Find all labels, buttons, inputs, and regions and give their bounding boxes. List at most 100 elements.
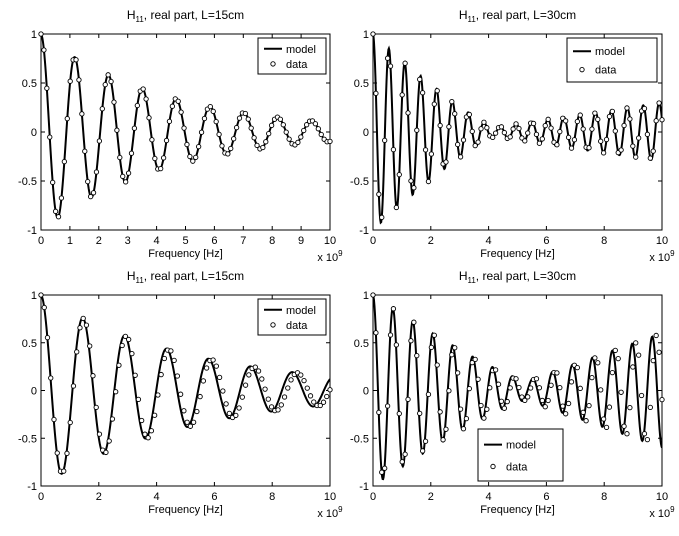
- y-tick-label: -0.5: [18, 176, 37, 188]
- data-point: [233, 124, 240, 131]
- x-tick-label: 4: [154, 491, 160, 503]
- data-point: [301, 377, 307, 384]
- data-point: [636, 135, 642, 141]
- data-point: [177, 391, 184, 397]
- data-point: [251, 135, 257, 141]
- data-point: [108, 78, 114, 85]
- data-point: [457, 406, 464, 412]
- x-axis-exponent: x 109: [649, 249, 675, 264]
- data-point: [469, 128, 475, 135]
- data-point: [568, 145, 575, 151]
- data-point: [327, 387, 333, 393]
- data-point: [61, 158, 67, 165]
- x-tick-label: 0: [370, 235, 376, 247]
- data-point: [387, 63, 394, 69]
- data-point: [190, 419, 197, 425]
- data-point: [393, 342, 399, 348]
- data-point: [656, 100, 662, 106]
- data-point: [592, 355, 598, 361]
- data-point: [102, 81, 108, 88]
- data-point: [225, 151, 231, 157]
- data-point: [52, 208, 59, 214]
- data-point: [612, 128, 618, 134]
- data-point: [595, 360, 601, 366]
- data-point: [50, 179, 56, 186]
- data-point: [586, 145, 592, 151]
- data-point: [122, 333, 129, 339]
- series-model-line: [373, 295, 662, 481]
- data-point: [73, 57, 79, 63]
- data-point: [586, 403, 592, 409]
- legend-data-swatch: [490, 463, 496, 470]
- data-point: [466, 111, 472, 118]
- data-point: [638, 392, 645, 399]
- data-point: [437, 409, 443, 415]
- data-point: [440, 437, 446, 443]
- data-point: [525, 394, 531, 400]
- data-point: [405, 396, 411, 403]
- data-point: [565, 400, 572, 407]
- data-point: [525, 130, 531, 136]
- data-point: [99, 106, 105, 112]
- x-axis-exponent: x 109: [317, 505, 343, 520]
- data-point: [419, 90, 426, 96]
- data-point: [644, 436, 651, 443]
- chart-title: H11, real part, L=15cm: [127, 269, 244, 285]
- legend-data-label: data: [286, 59, 308, 71]
- data-point: [390, 146, 397, 153]
- data-point: [44, 334, 51, 341]
- legend: [566, 37, 658, 83]
- data-point: [47, 134, 53, 140]
- data-point: [285, 385, 291, 391]
- data-point: [203, 365, 210, 371]
- data-point: [516, 125, 522, 132]
- data-point: [242, 382, 249, 388]
- data-point: [437, 122, 443, 129]
- data-point: [446, 388, 452, 394]
- legend-data-swatch: [579, 67, 585, 73]
- data-point: [131, 125, 138, 131]
- data-point: [600, 416, 607, 422]
- data-point: [246, 372, 252, 378]
- data-point: [522, 397, 528, 403]
- data-point: [422, 438, 429, 444]
- data-point: [527, 385, 534, 391]
- data-point: [490, 134, 496, 141]
- data-point: [446, 124, 452, 130]
- data-point: [268, 122, 275, 128]
- data-point: [64, 450, 70, 456]
- data-point: [618, 389, 624, 395]
- data-point: [373, 90, 379, 97]
- data-point: [379, 214, 385, 221]
- data-point: [627, 116, 633, 122]
- data-point: [481, 415, 487, 421]
- data-point: [606, 113, 613, 120]
- data-point: [382, 465, 388, 471]
- data-point: [168, 348, 174, 354]
- data-point: [64, 115, 70, 122]
- data-point: [152, 155, 158, 162]
- data-point: [396, 171, 402, 178]
- data-point: [311, 399, 317, 405]
- data-point: [574, 118, 580, 125]
- data-point: [96, 431, 103, 437]
- data-point: [472, 142, 478, 149]
- data-point: [624, 105, 630, 111]
- data-point: [83, 322, 90, 328]
- subplot-3: H11, real part, L=15cm 0 2 4 6 8 10 1 0.5 0 -0.5 -1…: [18, 269, 343, 520]
- data-point: [61, 468, 67, 474]
- data-point: [318, 131, 324, 138]
- data-point: [109, 416, 116, 422]
- data-point: [466, 385, 472, 392]
- data-point: [577, 385, 583, 391]
- series-model-line: [41, 34, 330, 219]
- data-point: [74, 349, 80, 355]
- data-point: [612, 347, 618, 354]
- data-point: [194, 408, 200, 415]
- data-point: [516, 384, 522, 391]
- data-point: [376, 409, 382, 416]
- legend-data-label: data: [506, 461, 528, 473]
- data-point: [443, 159, 449, 165]
- data-point: [85, 178, 91, 185]
- data-point: [630, 364, 636, 370]
